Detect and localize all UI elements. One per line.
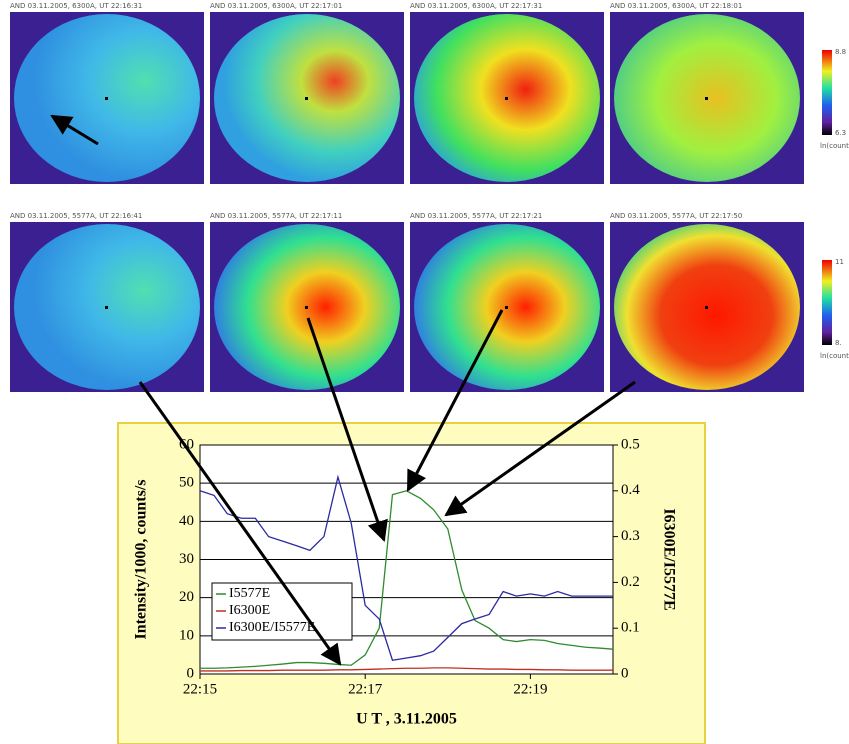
y-tick-label: 30 (179, 551, 194, 567)
colorbar-min: 8. (835, 339, 842, 347)
y-axis-label: Intensity/1000, counts/s (133, 479, 150, 639)
y-tick-label: 50 (179, 475, 194, 491)
legend-label: I6300E/I5577E (229, 620, 315, 635)
colorbar-min: 6.3 (835, 129, 846, 137)
colorbar-max: 11 (835, 258, 844, 266)
colorbar-label: ln(counts (820, 352, 849, 360)
image-panels: AND 03.11.2005, 6300A, UT 22:16:31 AND 03… (10, 2, 849, 392)
series-line (199, 474, 613, 661)
panel-caption: AND 03.11.2005, 5577A, UT 22:17:50 (610, 212, 742, 220)
legend-label: I6300E (229, 603, 270, 618)
colorbar (822, 50, 832, 135)
panel-caption: AND 03.11.2005, 5577A, UT 22:16:41 (10, 212, 142, 220)
arrow (138, 381, 342, 666)
y2-axis-label: I6300E/I5577E (660, 508, 677, 610)
x-tick-label: 22:15 (183, 681, 217, 697)
zenith-dot (505, 306, 508, 309)
y-tick-label: 0 (187, 665, 195, 681)
colorbar-label: ln(counts) (820, 142, 849, 150)
x-tick-label: 22:17 (348, 681, 383, 697)
arrow (50, 114, 99, 146)
y-tick-label: 20 (179, 589, 194, 605)
y-tick-label: 10 (179, 627, 194, 643)
zenith-dot (505, 97, 508, 100)
colorbar (822, 260, 832, 345)
zenith-dot (305, 97, 308, 100)
y2-tick-label: 0.3 (621, 528, 640, 544)
y2-tick-label: 0 (621, 665, 629, 681)
x-axis-label: U T , 3.11.2005 (356, 711, 457, 728)
zenith-dot (105, 306, 108, 309)
y2-tick-label: 0.2 (621, 574, 640, 590)
series-line (200, 667, 613, 672)
y2-tick-label: 0.1 (621, 620, 640, 636)
y2-tick-label: 0.5 (621, 436, 640, 452)
arrow (306, 317, 388, 542)
zenith-dot (705, 97, 708, 100)
colorbar-max: 8.8 (835, 48, 846, 56)
panel-caption: AND 03.11.2005, 6300A, UT 22:18:01 (610, 2, 742, 10)
zenith-dot (105, 97, 108, 100)
y-tick-label: 40 (179, 513, 194, 529)
arrow (444, 380, 636, 517)
zenith-dot (305, 306, 308, 309)
arrows (50, 114, 636, 666)
panel-caption: AND 03.11.2005, 6300A, UT 22:17:01 (210, 2, 342, 10)
series-line (200, 490, 614, 669)
panel-caption: AND 03.11.2005, 6300A, UT 22:17:31 (410, 2, 542, 10)
zenith-dot (705, 306, 708, 309)
panel-caption: AND 03.11.2005, 5577A, UT 22:17:21 (410, 212, 542, 220)
y2-tick-label: 0.4 (621, 482, 640, 498)
panel-caption: AND 03.11.2005, 6300A, UT 22:16:31 (10, 2, 142, 10)
x-tick-label: 22:19 (513, 681, 547, 697)
legend (211, 582, 353, 641)
legend-label: I5577E (229, 586, 270, 601)
arrow (406, 309, 504, 492)
panel-caption: AND 03.11.2005, 5577A, UT 22:17:11 (210, 212, 342, 220)
